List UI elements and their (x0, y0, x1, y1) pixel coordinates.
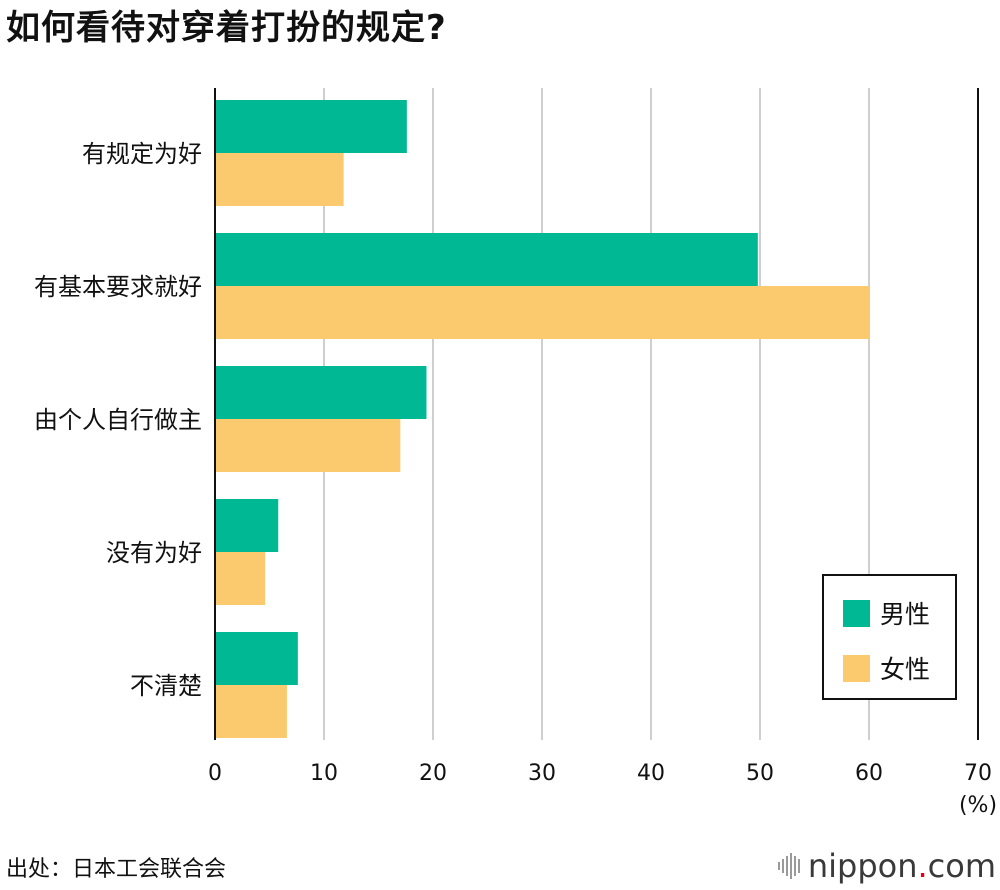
bar-female (215, 153, 344, 206)
x-tick-label: 30 (528, 761, 556, 786)
bar-female (215, 286, 869, 339)
bar-female (215, 552, 266, 605)
brand-name: nippon (807, 847, 918, 885)
source-note: 出处：日本工会联合会 (6, 857, 227, 882)
sound-bars-icon (777, 853, 802, 879)
bar-female (215, 419, 401, 472)
category-label: 没有为好 (106, 539, 202, 567)
x-tick-label: 60 (855, 761, 883, 786)
bar-female (215, 685, 287, 738)
bar-male (215, 233, 758, 286)
legend-swatch (843, 600, 870, 627)
x-tick-label: 70 (964, 761, 992, 786)
x-tick-label: 0 (208, 761, 222, 786)
brand-logo: nippon. com (777, 847, 996, 885)
legend-swatch (843, 655, 870, 682)
chart-title: 如何看待对穿着打扮的规定? (6, 8, 447, 48)
bar-male (215, 499, 279, 552)
category-label: 由个人自行做主 (34, 406, 202, 434)
bar-male (215, 100, 407, 153)
category-label: 有规定为好 (82, 140, 202, 168)
brand-dot: . (917, 847, 928, 885)
x-tick-label: 20 (419, 761, 447, 786)
category-label: 不清楚 (130, 672, 202, 700)
legend-label: 男性 (880, 600, 930, 629)
x-tick-label: 10 (310, 761, 338, 786)
bar-chart: 0 10 20 30 40 50 60 70 (%) 有规定为好有基本要求就好由个人自行做主没有为… (34, 88, 997, 818)
bar-male (215, 366, 427, 419)
legend-label: 女性 (880, 655, 930, 684)
x-tick-label: 40 (637, 761, 665, 786)
category-label: 有基本要求就好 (34, 273, 202, 301)
x-tick-label: 50 (746, 761, 774, 786)
x-unit-label: (%) (959, 793, 997, 818)
bar-male (215, 632, 298, 685)
brand-tld: com (927, 847, 996, 885)
